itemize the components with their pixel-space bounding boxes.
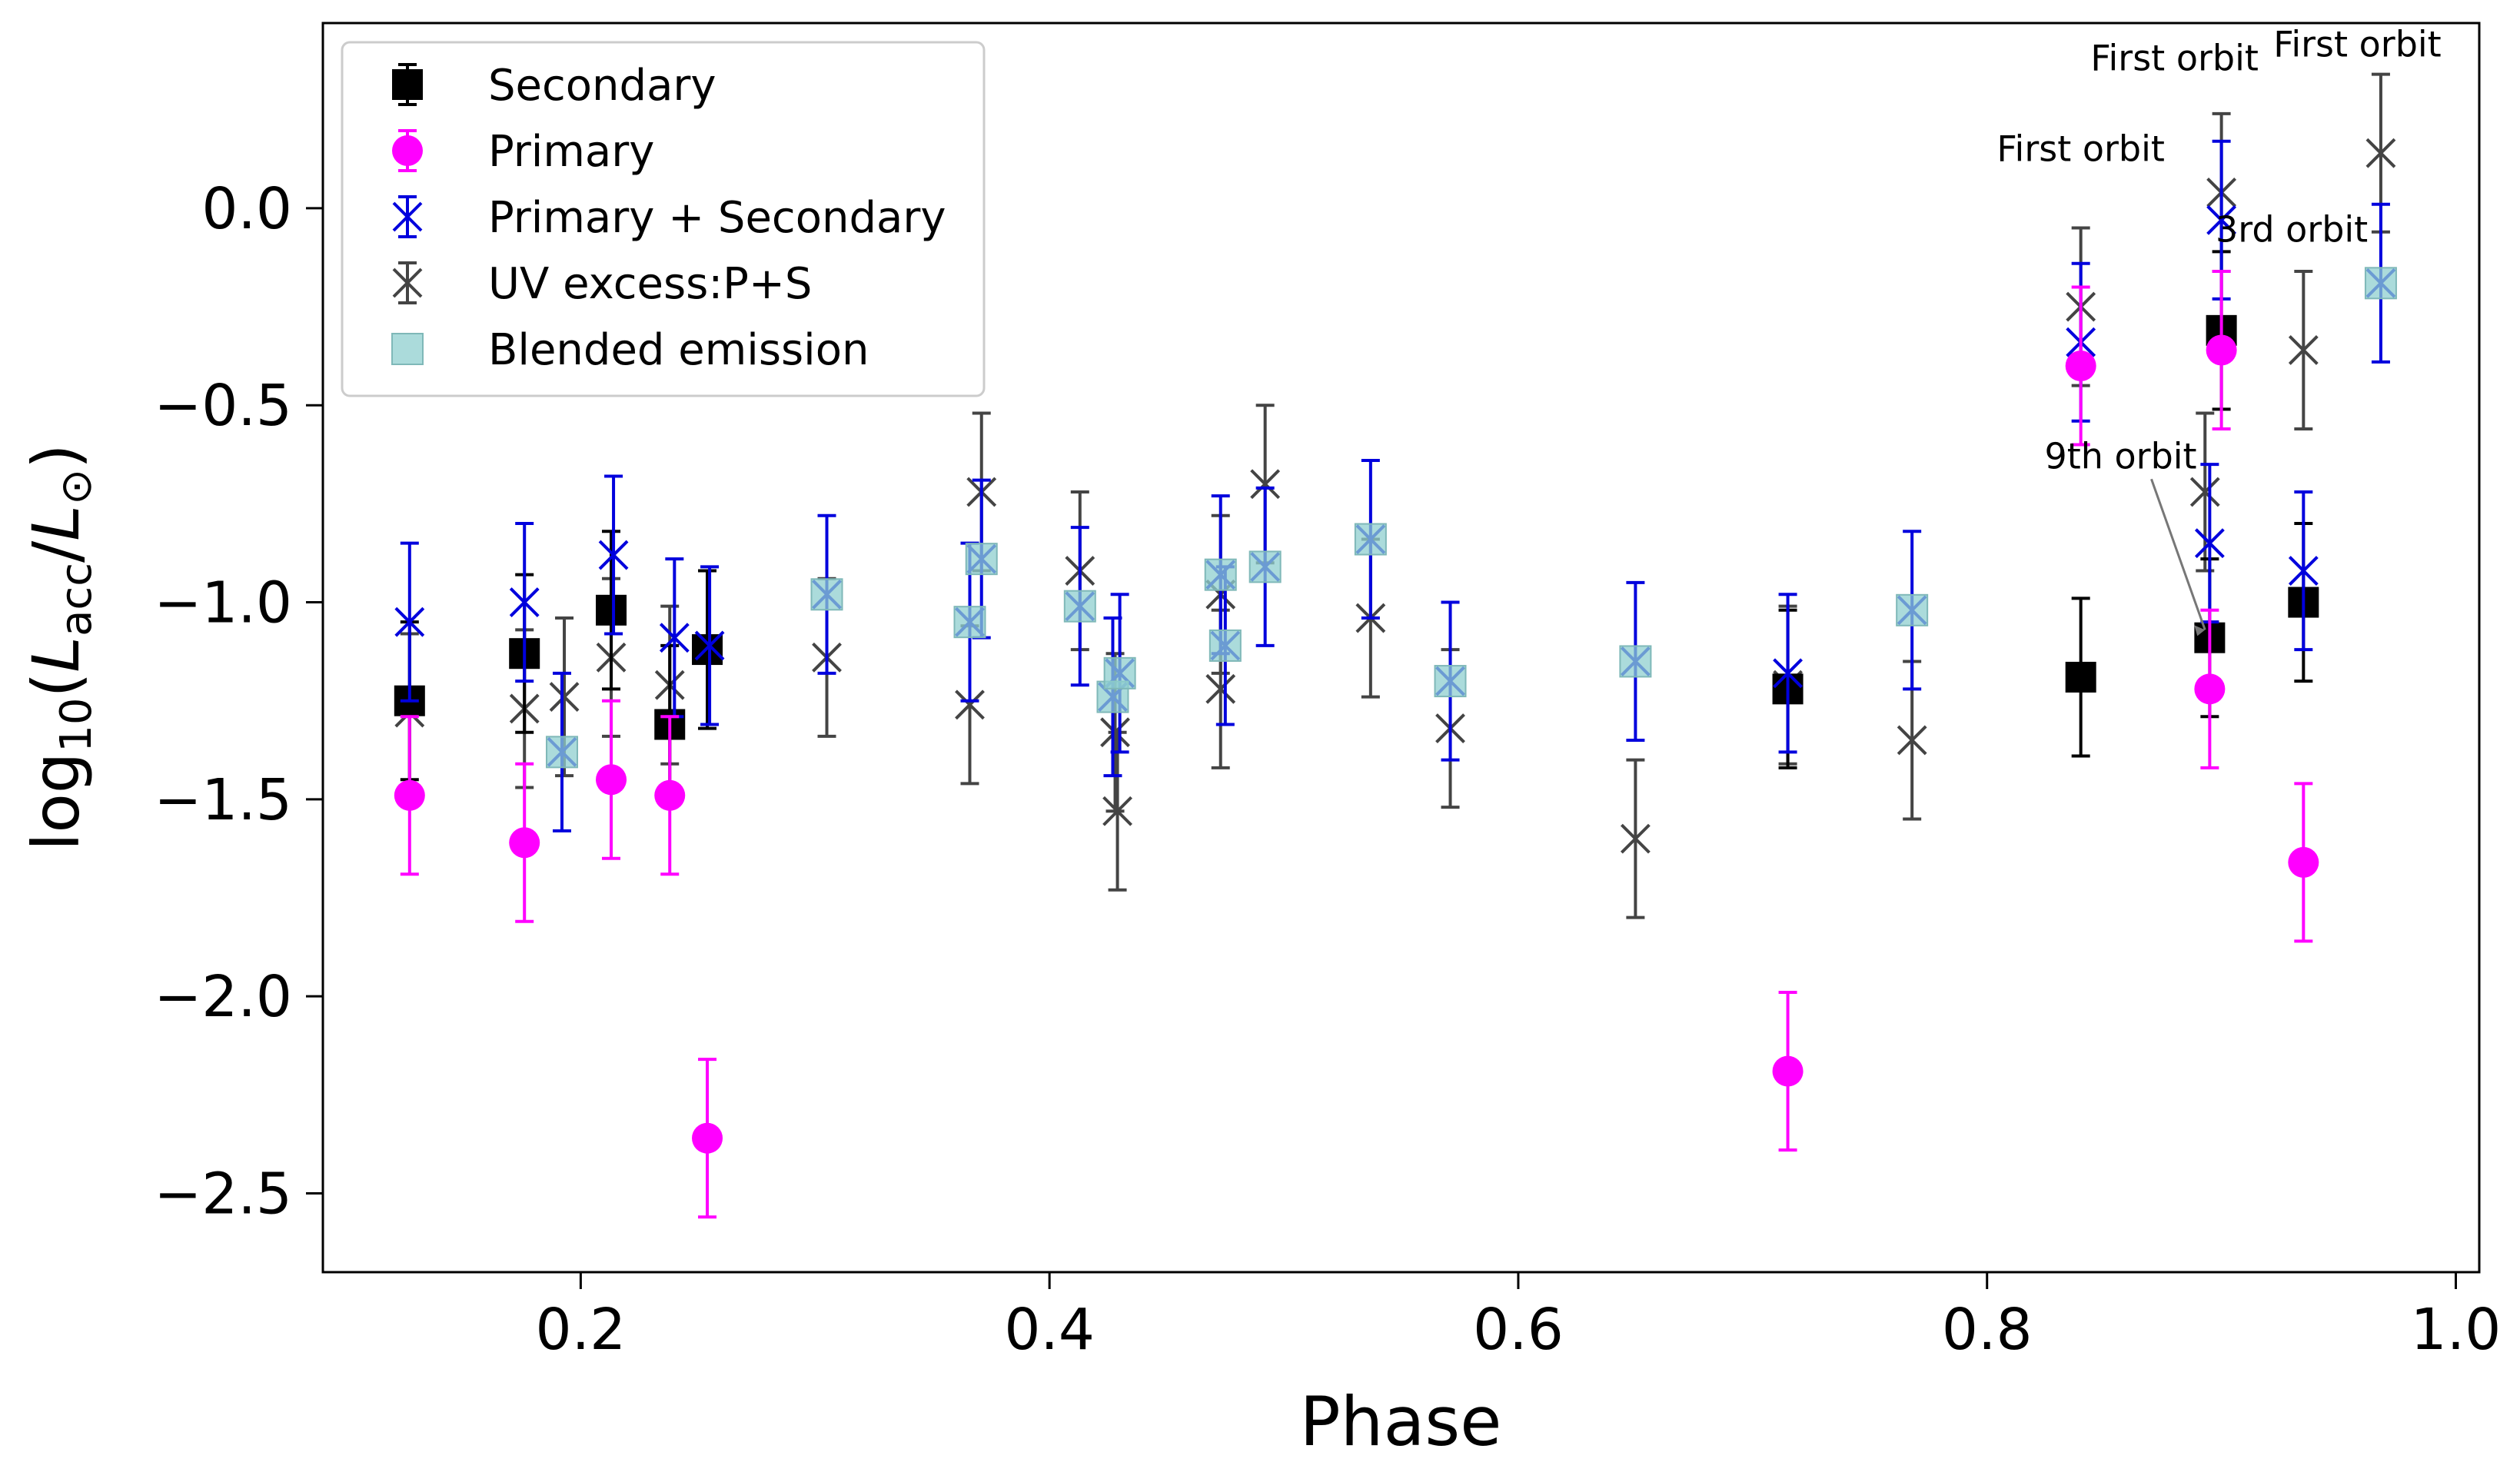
- y-tick-label: −1.5: [154, 767, 292, 833]
- y-axis: 0.0 −0.5 −1.0 −1.5 −2.0 −2.5: [154, 176, 323, 1227]
- legend-box: [341, 41, 986, 397]
- y-label-sub: 10: [52, 698, 101, 753]
- point-blended-emission: [1103, 656, 1136, 689]
- x-axis-label: Phase: [1300, 1382, 1502, 1461]
- y-axis-label: log10(Lacc/L⊙): [18, 444, 101, 851]
- point-primary-secondary: [1773, 658, 1803, 689]
- point-primary: [692, 1122, 723, 1154]
- point-primary-secondary: [694, 630, 725, 661]
- point-uv-excess-p-s: [1620, 823, 1651, 854]
- legend-marker: [392, 135, 423, 166]
- point-uv-excess-p-s: [1102, 796, 1132, 826]
- legend-marker: [392, 69, 423, 100]
- point-blended-emission: [965, 543, 998, 576]
- legend-label: Blended emission: [488, 325, 869, 375]
- point-blended-emission: [1619, 645, 1652, 678]
- point-primary-secondary: [394, 606, 425, 637]
- x-tick-label: 0.8: [1942, 1297, 2033, 1363]
- x-tick-label: 0.4: [1004, 1297, 1095, 1363]
- point-blended-emission: [1434, 665, 1467, 698]
- point-blended-emission: [2364, 267, 2397, 300]
- point-uv-excess-p-s: [1250, 469, 1281, 500]
- legend-marker: [391, 333, 424, 365]
- point-uv-excess-p-s: [2189, 477, 2220, 507]
- legend-label: Primary + Secondary: [488, 193, 946, 243]
- point-blended-emission: [810, 578, 843, 611]
- point-blended-emission: [1208, 629, 1242, 662]
- point-uv-excess-p-s: [2365, 138, 2396, 168]
- legend-marker: [392, 201, 423, 232]
- point-primary: [394, 779, 425, 811]
- point-primary: [2288, 846, 2319, 878]
- x-tick-label: 0.6: [1473, 1297, 1564, 1363]
- annotation-label: 3rd orbit: [2216, 209, 2368, 251]
- point-secondary: [596, 594, 627, 626]
- point-primary: [2065, 350, 2096, 381]
- x-tick-label: 1.0: [2411, 1297, 2502, 1363]
- y-label-L: L: [18, 636, 94, 673]
- legend-label: Secondary: [488, 61, 716, 111]
- plot-frame: [321, 22, 2481, 1274]
- point-primary: [2194, 673, 2226, 705]
- y-tick-label: −2.5: [154, 1161, 292, 1227]
- point-primary-secondary: [2206, 204, 2237, 235]
- point-primary: [509, 827, 540, 859]
- point-primary-secondary: [509, 587, 540, 617]
- annotation-label: First orbit: [2273, 24, 2442, 65]
- y-tick-label: −2.0: [154, 964, 292, 1030]
- legend-label: Primary: [488, 127, 654, 177]
- point-blended-emission: [1354, 523, 1387, 556]
- point-uv-excess-p-s: [549, 682, 580, 712]
- point-uv-excess-p-s: [1205, 673, 1236, 704]
- y-tick-label: −1.0: [154, 570, 292, 636]
- point-primary-secondary: [2288, 556, 2319, 586]
- point-blended-emission: [1248, 550, 1282, 583]
- point-blended-emission: [1896, 593, 1929, 626]
- point-blended-emission: [545, 736, 578, 769]
- annotation-label: First orbit: [1996, 128, 2165, 169]
- y-tick-label: −0.5: [154, 373, 292, 439]
- legend: Secondary Primary Primary + Secondary UV ex…: [341, 41, 986, 397]
- point-primary-secondary: [2194, 528, 2225, 559]
- annotation-layer: First orbit First orbit First orbit 3rd orb…: [1996, 24, 2442, 636]
- annotation-arrow: [2150, 478, 2206, 630]
- y-label-slash: /: [18, 540, 94, 563]
- annotation-label: 9th orbit: [2044, 435, 2196, 477]
- x-tick-label: 0.2: [536, 1297, 627, 1363]
- series-primary: [394, 269, 2319, 1219]
- point-primary: [1772, 1055, 1804, 1087]
- y-tick-label: 0.0: [201, 176, 292, 242]
- x-axis: 0.2 0.4 0.6 0.8 1.0: [536, 1272, 2502, 1363]
- point-secondary: [2065, 661, 2096, 693]
- y-label-open: (: [18, 673, 94, 698]
- point-uv-excess-p-s: [955, 689, 985, 720]
- y-label-L2: L: [18, 505, 94, 541]
- point-uv-excess-p-s: [1897, 725, 1927, 756]
- point-uv-excess-p-s: [2288, 335, 2319, 365]
- y-label-acc: acc: [52, 563, 101, 636]
- point-primary-secondary: [598, 540, 629, 570]
- point-primary: [2206, 334, 2237, 366]
- legend-label: UV excess:P+S: [488, 259, 812, 309]
- point-blended-emission: [953, 606, 986, 639]
- y-label-sun: ⊙: [52, 469, 101, 505]
- series-blended-emission: [545, 267, 2397, 769]
- legend-marker: [392, 267, 423, 298]
- y-label-close: ): [18, 444, 94, 469]
- point-primary: [596, 764, 627, 796]
- y-label-log: log: [18, 753, 94, 851]
- point-primary: [654, 779, 686, 811]
- point-blended-emission: [1063, 590, 1096, 623]
- annotation-arrowhead: [2194, 625, 2206, 636]
- point-blended-emission: [1204, 558, 1237, 591]
- point-primary-secondary: [659, 623, 690, 653]
- series-layer: [394, 72, 2397, 1219]
- annotation-label: First orbit: [2090, 38, 2259, 79]
